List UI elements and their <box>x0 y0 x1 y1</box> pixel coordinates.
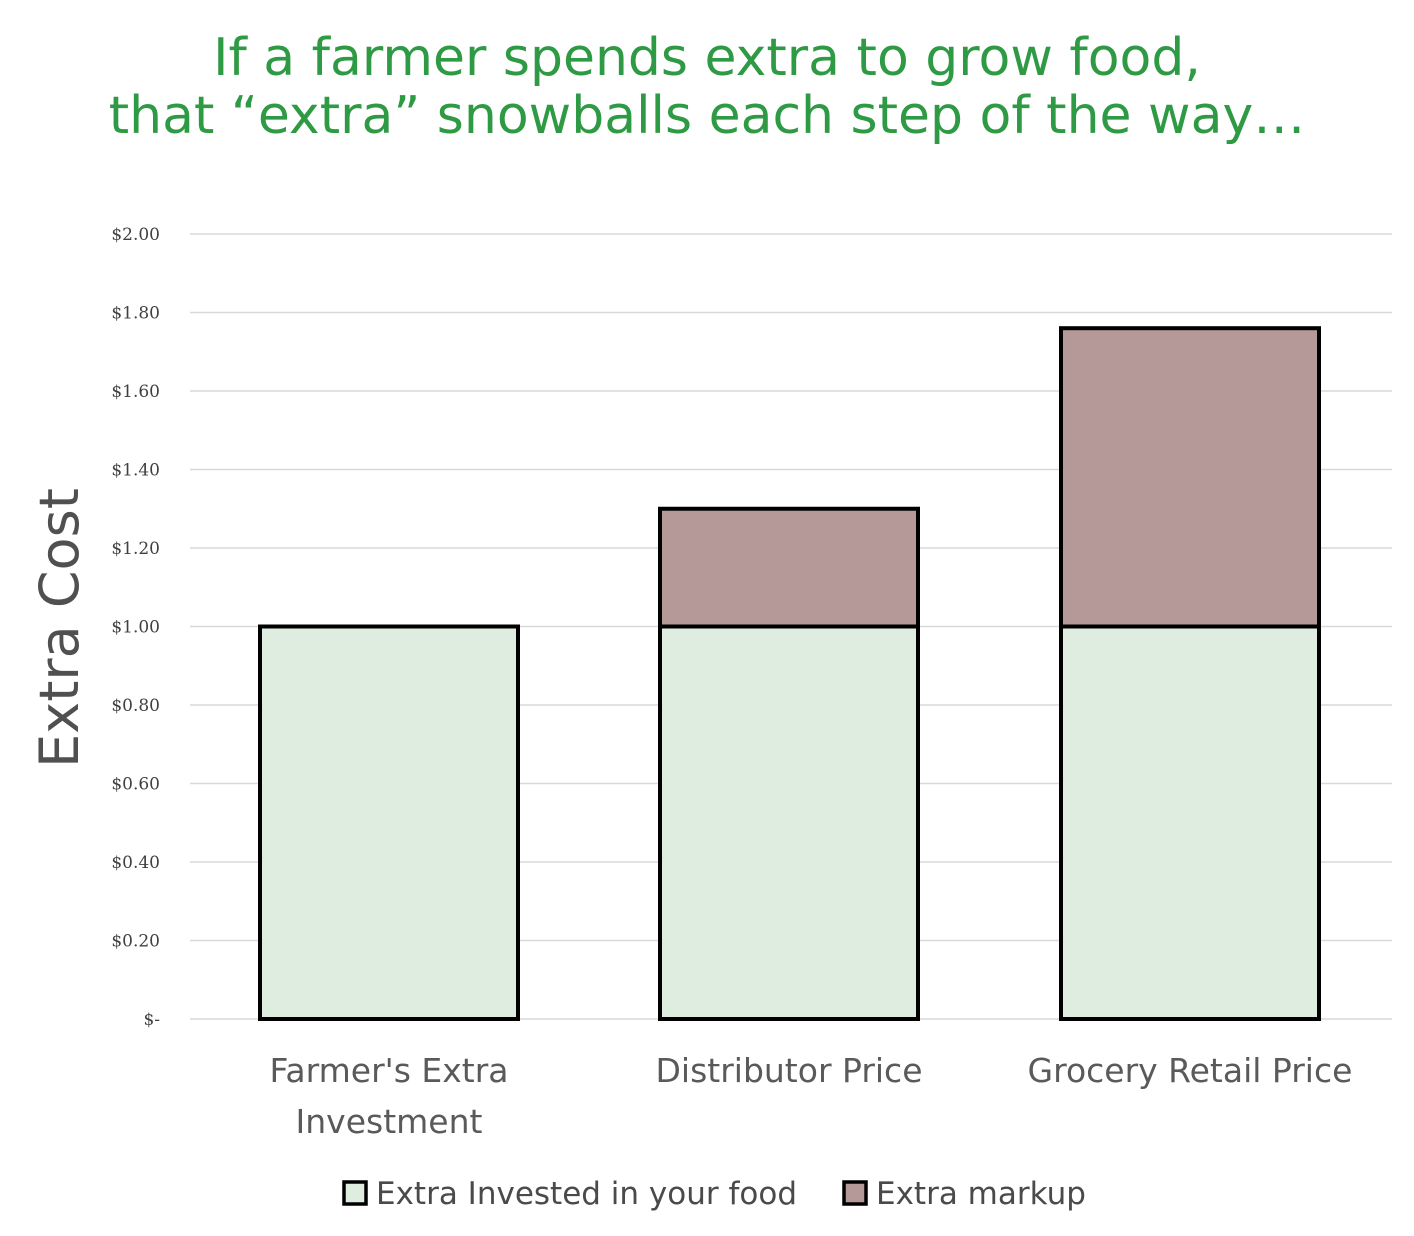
chart-title: If a farmer spends extra to grow food,th… <box>109 28 1305 146</box>
bar-extra-invested-3 <box>1059 624 1321 1021</box>
y-axis-label: Extra Cost <box>28 488 91 768</box>
legend: Extra Invested in your food Extra markup <box>342 1176 1086 1212</box>
bar-extra-markup-3 <box>1059 326 1321 629</box>
bar-extra-invested-1 <box>258 624 520 1021</box>
bar-extra-markup-2 <box>658 506 920 629</box>
legend-label-extra-markup: Extra markup <box>876 1176 1086 1212</box>
legend-label-extra-invested: Extra Invested in your food <box>376 1176 797 1212</box>
y-tick-label: $1.60 <box>111 382 160 402</box>
y-tick-label: $0.40 <box>111 853 160 873</box>
y-tick-label: $1.00 <box>111 618 160 638</box>
x-category-label: Farmer's Extra <box>269 1051 508 1090</box>
y-tick-label: $1.40 <box>111 461 160 481</box>
y-tick-label: $0.80 <box>111 696 160 716</box>
y-tick-label: $2.00 <box>111 225 160 245</box>
y-tick-label: $1.20 <box>111 539 160 559</box>
y-tick-label: $- <box>143 1010 160 1030</box>
bars <box>258 326 1321 1021</box>
bar-extra-invested-2 <box>658 624 920 1021</box>
chart-title-line-1: If a farmer spends extra to grow food, <box>213 28 1201 88</box>
y-axis-tick-labels: $- $0.20 $0.40 $0.60 $0.80 $1.00 $1.20 $1.40 $1.… <box>111 225 160 1030</box>
x-category-label: Distributor Price <box>656 1051 923 1090</box>
legend-swatch-extra-invested <box>342 1180 368 1206</box>
y-tick-label: $0.60 <box>111 775 160 795</box>
legend-swatch-extra-markup <box>842 1180 868 1206</box>
y-tick-label: $0.20 <box>111 932 160 952</box>
x-category-label: Investment <box>296 1102 483 1141</box>
y-tick-label: $1.80 <box>111 304 160 324</box>
chart-title-line-2: that “extra” snowballs each step of the … <box>109 86 1305 146</box>
x-axis-category-labels: Farmer's Extra Investment Distributor Pric… <box>269 1051 1352 1141</box>
x-category-label: Grocery Retail Price <box>1028 1051 1353 1090</box>
